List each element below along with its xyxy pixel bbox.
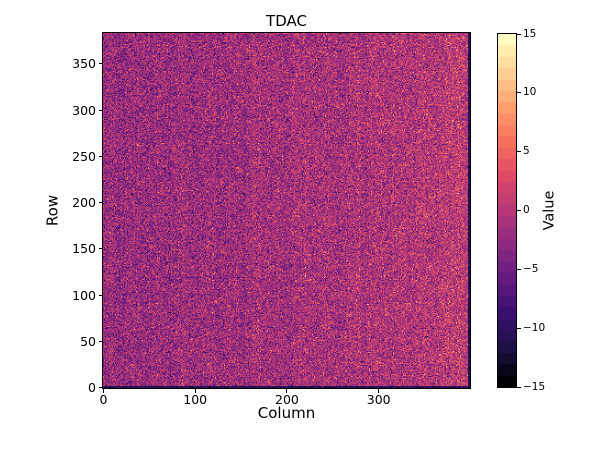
y-tick-label: 200: [72, 195, 96, 211]
colorbar-tick-mark: [517, 386, 521, 388]
x-tick-mark: [286, 389, 288, 393]
plot-area: [102, 32, 471, 389]
chart-title: TDAC: [266, 12, 307, 30]
colorbar-tick-mark: [517, 33, 521, 35]
x-axis-label: Column: [257, 404, 316, 422]
y-axis-label: Row: [43, 194, 62, 227]
colorbar-tick-label: 0: [523, 204, 530, 216]
y-tick-mark: [98, 340, 102, 342]
colorbar-tick-mark: [517, 268, 521, 270]
colorbar-tick-label: −15: [523, 380, 546, 393]
x-tick-label: 300: [366, 392, 391, 407]
y-tick-mark: [98, 109, 102, 111]
x-tick-mark: [194, 389, 196, 393]
heatmap-image: [103, 33, 470, 388]
y-tick-label: 100: [72, 287, 96, 303]
x-tick-mark: [102, 389, 104, 393]
y-tick-label: 250: [72, 148, 96, 164]
y-tick-mark: [98, 202, 102, 204]
y-tick-label: 50: [80, 333, 96, 349]
colorbar-tick-label: 5: [523, 145, 530, 158]
colorbar-tick-label: 15: [523, 27, 537, 40]
y-tick-mark: [98, 155, 102, 157]
x-tick-label: 0: [99, 392, 108, 407]
colorbar-gradient: [498, 34, 516, 387]
y-tick-mark: [98, 248, 102, 250]
colorbar-tick-label: −10: [523, 321, 546, 334]
y-tick-label: 150: [72, 241, 96, 257]
colorbar-label: Value: [541, 190, 558, 231]
x-tick-label: 200: [275, 392, 299, 407]
y-tick-mark: [98, 63, 102, 65]
colorbar-tick-mark: [517, 92, 521, 94]
colorbar-tick-mark: [517, 327, 521, 329]
x-tick-label: 100: [183, 392, 208, 407]
y-tick-label: 350: [72, 56, 96, 72]
y-tick-label: 0: [88, 380, 96, 396]
y-tick-label: 300: [72, 102, 96, 118]
y-tick-mark: [98, 387, 102, 389]
x-tick-mark: [378, 389, 380, 393]
colorbar-tick-mark: [517, 210, 521, 211]
colorbar-tick-label: −5: [523, 262, 539, 275]
y-tick-mark: [98, 294, 102, 296]
colorbar: [497, 33, 517, 388]
colorbar-tick-label: 10: [523, 86, 537, 99]
colorbar-tick-mark: [517, 151, 521, 153]
